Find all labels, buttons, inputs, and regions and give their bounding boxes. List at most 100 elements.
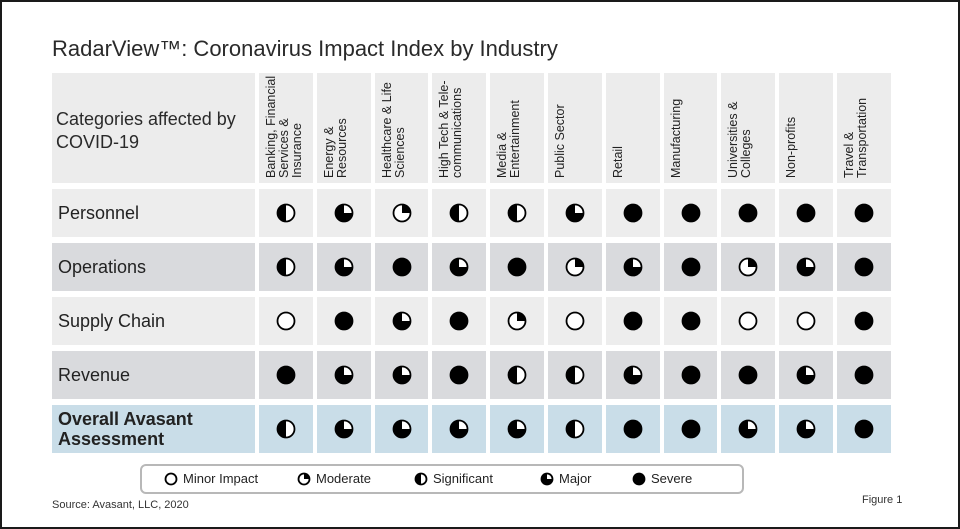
- header-cell: [603, 73, 662, 183]
- rating-severe-icon: [681, 311, 701, 331]
- column-header: Banking, Financial Services & Insurance: [264, 75, 304, 178]
- legend-severe-icon: [632, 472, 646, 486]
- rating-major-icon: [796, 365, 816, 385]
- rating-significant-icon: [276, 257, 296, 277]
- legend: Minor Impact Moderate Significant Major Seve…: [140, 464, 744, 494]
- rating-severe-icon: [854, 257, 874, 277]
- rating-major-icon: [392, 311, 412, 331]
- rating-major-icon: [623, 257, 643, 277]
- row-label: Operations: [58, 257, 147, 277]
- rating-severe-icon: [392, 257, 412, 277]
- column-header: Public Sector: [553, 104, 567, 178]
- column-header: Travel & Transportation: [842, 97, 869, 178]
- rating-significant-icon: [449, 203, 469, 223]
- rating-significant-icon: [565, 419, 585, 439]
- column-divider: [833, 73, 837, 457]
- rating-major-icon: [796, 257, 816, 277]
- rating-severe-icon: [681, 419, 701, 439]
- header-cell: [719, 73, 778, 183]
- rating-major-icon: [334, 365, 354, 385]
- column-header: Media & Entertainment: [495, 100, 523, 178]
- row-label: Revenue: [58, 365, 131, 385]
- column-divider: [312, 73, 317, 457]
- rating-severe-icon: [449, 365, 469, 385]
- column-divider: [890, 73, 895, 457]
- rating-severe-icon: [681, 203, 701, 223]
- header-cell: [661, 73, 720, 183]
- table-row: [52, 243, 895, 291]
- rating-severe-icon: [854, 365, 874, 385]
- page-title: RadarView™: Coronavirus Impact Index by …: [52, 36, 558, 61]
- row-divider: [52, 347, 895, 351]
- rating-severe-icon: [623, 311, 643, 331]
- rating-severe-icon: [854, 311, 874, 331]
- rating-major-icon: [738, 419, 758, 439]
- rating-severe-icon: [854, 203, 874, 223]
- rating-significant-icon: [507, 365, 527, 385]
- column-divider: [601, 73, 606, 457]
- column-header: High Tech & Tele-communications: [437, 80, 465, 178]
- rating-major-icon: [449, 419, 469, 439]
- column-divider: [370, 73, 375, 457]
- column-header: Universities & Colleges: [726, 101, 754, 178]
- figure-label: Figure 1: [862, 494, 903, 506]
- row-divider: [52, 401, 895, 405]
- legend-significant-icon: [414, 472, 428, 486]
- rating-severe-icon: [334, 311, 354, 331]
- rating-severe-icon: [623, 419, 643, 439]
- rating-major-icon: [392, 365, 412, 385]
- rating-major-icon: [449, 257, 469, 277]
- header-cell: [314, 73, 373, 183]
- legend-label: Severe: [651, 471, 693, 486]
- row-divider: [52, 185, 895, 189]
- row-label: Personnel: [58, 203, 140, 223]
- column-header: Energy & Resources: [321, 118, 349, 178]
- legend-label: Minor Impact: [183, 471, 259, 486]
- column-header: Healthcare & Life Sciences: [379, 82, 407, 178]
- legend-moderate-icon: [297, 472, 311, 486]
- rating-severe-icon: [507, 257, 527, 277]
- rating-significant-icon: [507, 203, 527, 223]
- column-header: Non-profits: [784, 116, 799, 178]
- table-row: [52, 297, 895, 345]
- rating-severe-icon: [738, 365, 758, 385]
- legend-label: Major: [559, 471, 592, 486]
- rating-major-icon: [623, 365, 643, 385]
- column-divider: [428, 73, 433, 457]
- column-divider: [255, 73, 259, 457]
- table-row: [52, 351, 895, 399]
- rating-significant-icon: [276, 203, 296, 223]
- row-label: Supply Chain: [58, 311, 166, 331]
- rating-severe-icon: [854, 419, 874, 439]
- header-cell: [546, 73, 604, 183]
- rating-minor-icon: [276, 311, 296, 331]
- rating-moderate-icon: [738, 257, 758, 277]
- legend-minor-icon: [164, 472, 178, 486]
- rating-major-icon: [507, 419, 527, 439]
- column-divider: [486, 73, 491, 457]
- rating-major-icon: [392, 419, 412, 439]
- row-divider: [52, 239, 895, 243]
- rating-severe-icon: [623, 203, 643, 223]
- rating-severe-icon: [738, 203, 758, 223]
- header-cell: [488, 73, 546, 183]
- rating-major-icon: [565, 203, 585, 223]
- header-cell: [372, 73, 431, 183]
- header-cell: [777, 73, 835, 183]
- rating-moderate-icon: [565, 257, 585, 277]
- rating-major-icon: [334, 203, 354, 223]
- column-divider: [544, 73, 548, 457]
- legend-label: Moderate: [316, 471, 371, 486]
- rating-minor-icon: [796, 311, 816, 331]
- column-divider: [717, 73, 722, 457]
- rating-severe-icon: [449, 311, 469, 331]
- header-cell: [430, 73, 489, 183]
- column-header: Retail: [610, 146, 625, 178]
- header-cell: [257, 73, 315, 183]
- column-divider: [659, 73, 664, 457]
- rating-major-icon: [334, 257, 354, 277]
- rating-severe-icon: [276, 365, 296, 385]
- rating-severe-icon: [681, 257, 701, 277]
- rating-moderate-icon: [507, 311, 527, 331]
- rating-significant-icon: [276, 419, 296, 439]
